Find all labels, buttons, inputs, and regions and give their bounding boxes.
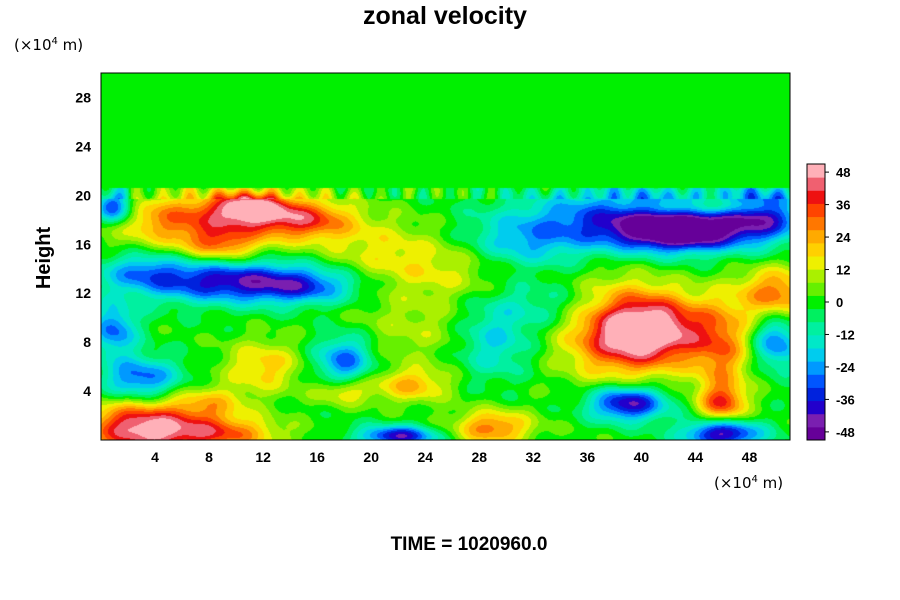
- colorbar-tick-label: -48: [836, 425, 855, 440]
- colorbar-tick-label: -36: [836, 392, 855, 407]
- colorbar-swatch: [807, 400, 825, 415]
- x-tick-label: 44: [688, 449, 704, 465]
- colorbar-tick-label: 12: [836, 263, 850, 278]
- colorbar-swatch: [807, 190, 825, 204]
- x-tick-label: 12: [255, 449, 271, 465]
- colorbar-tick-label: 0: [836, 295, 843, 310]
- colorbar-swatch: [807, 295, 825, 310]
- x-tick-label: 36: [580, 449, 596, 465]
- colorbar-swatch: [807, 348, 825, 362]
- colorbar-tick-label: 36: [836, 198, 850, 213]
- colorbar-swatch: [807, 242, 825, 257]
- colorbar-tick-label: -24: [836, 360, 856, 375]
- y-unit-label: (×104 m): [14, 36, 83, 54]
- colorbar-swatch: [807, 203, 825, 218]
- colorbar-swatch: [807, 374, 825, 388]
- colorbar-swatch: [807, 308, 825, 323]
- y-tick-label: 20: [75, 187, 91, 203]
- colorbar-swatch: [807, 216, 825, 231]
- colorbar-ticks: 48 36 24 12 0 -12 -24 -36 -48: [825, 165, 856, 440]
- x-unit-label: (×104 m): [714, 474, 783, 492]
- x-axis-ticks: 4 8 12 16 20 24 28 32 36 40 44 48: [151, 449, 757, 465]
- colorbar-swatch: [807, 229, 825, 244]
- heatmap-canvas: [101, 73, 790, 440]
- x-tick-label: 20: [363, 449, 379, 465]
- colorbar-swatch: [807, 334, 825, 349]
- colorbar-tick-label: -12: [836, 327, 855, 342]
- x-tick-label: 40: [634, 449, 650, 465]
- y-tick-label: 24: [75, 138, 91, 154]
- colorbar-swatch: [807, 387, 825, 402]
- colorbar-swatch: [807, 177, 825, 191]
- y-tick-label: 4: [83, 383, 91, 399]
- y-axis-ticks: 4 8 12 16 20 24 28: [75, 89, 91, 399]
- y-tick-label: 12: [75, 285, 91, 301]
- x-tick-label: 28: [471, 449, 487, 465]
- x-tick-label: 32: [526, 449, 542, 465]
- colorbar-swatch: [807, 282, 825, 296]
- x-tick-label: 16: [309, 449, 325, 465]
- heatmap-area: [100, 72, 791, 441]
- colorbar-swatch: [807, 256, 825, 270]
- plot-frame: [100, 72, 791, 441]
- colorbar-swatch: [807, 361, 825, 375]
- chart-title: zonal velocity: [363, 2, 527, 30]
- time-label: TIME = 1020960.0: [391, 534, 548, 555]
- colorbar-tick-label: 24: [836, 230, 851, 245]
- colorbar-swatch: [807, 321, 825, 336]
- colorbar-swatch: [807, 426, 825, 441]
- y-tick-label: 28: [75, 89, 91, 105]
- colorbar-swatches: [807, 164, 825, 441]
- x-tick-label: 24: [417, 449, 433, 465]
- x-tick-label: 48: [742, 449, 758, 465]
- colorbar: 48 36 24 12 0 -12 -24 -36 -48: [806, 163, 856, 441]
- colorbar-swatch: [807, 413, 825, 428]
- colorbar-swatch: [807, 164, 825, 178]
- y-tick-label: 16: [75, 236, 91, 252]
- x-tick-label: 8: [205, 449, 213, 465]
- colorbar-swatch: [807, 269, 825, 283]
- colorbar-tick-label: 48: [836, 165, 850, 180]
- y-tick-label: 8: [83, 334, 91, 350]
- y-axis-label: Height: [33, 227, 55, 290]
- x-tick-label: 4: [151, 449, 159, 465]
